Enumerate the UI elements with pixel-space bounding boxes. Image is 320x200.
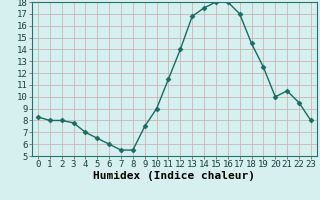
X-axis label: Humidex (Indice chaleur): Humidex (Indice chaleur) [93,171,255,181]
